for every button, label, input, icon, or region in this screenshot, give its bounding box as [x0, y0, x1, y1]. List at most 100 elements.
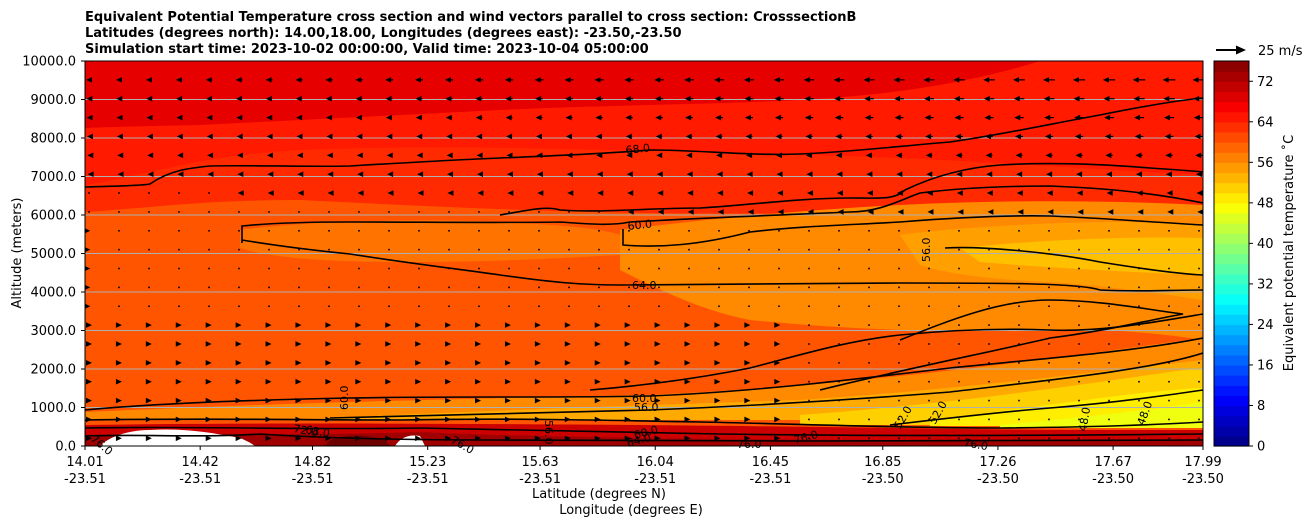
wind-vector [297, 190, 304, 196]
wind-vector [566, 152, 573, 159]
wind-vector [115, 322, 122, 328]
wind-vector [893, 77, 900, 83]
wind-vector [386, 133, 393, 140]
wind-vector [504, 322, 511, 328]
wind-vector [746, 171, 753, 177]
wind-vector [624, 95, 631, 102]
wind-vector [475, 95, 482, 102]
wind-vector [415, 322, 422, 328]
wind-vector [895, 133, 902, 140]
wind-vector [148, 286, 150, 289]
wind-vector [328, 286, 330, 289]
colorbar-segment [1214, 142, 1249, 153]
wind-vector [118, 305, 120, 308]
wind-vector [654, 416, 661, 423]
wind-vector [568, 248, 570, 251]
wind-vector [1048, 362, 1050, 364]
wind-vector [237, 152, 244, 159]
wind-vector [148, 229, 150, 232]
wind-vector [868, 343, 870, 345]
wind-vector [685, 133, 692, 140]
wind-vector [716, 152, 723, 159]
wind-vector [1168, 248, 1170, 251]
wind-vector [385, 416, 392, 423]
wind-vector [928, 362, 930, 364]
wind-vector [1195, 152, 1202, 159]
wind-vector [386, 152, 393, 159]
wind-vector [448, 286, 450, 289]
wind-vector [86, 435, 92, 442]
wind-vector [508, 267, 510, 270]
x-tick-label-lat: 17.26 [979, 455, 1016, 470]
wind-vector [475, 435, 482, 442]
wind-vector [325, 397, 332, 404]
wind-vector [928, 418, 930, 421]
colorbar-segment [1214, 91, 1249, 103]
wind-vector [1078, 380, 1080, 383]
wind-vector [504, 416, 511, 423]
wind-vector [145, 77, 152, 83]
colorbar-tick-label: 40 [1257, 237, 1274, 252]
wind-vector [445, 360, 452, 366]
contour-label: 56.0 [542, 420, 555, 445]
wind-vector [418, 286, 420, 289]
x-tick-label-lon: -23.51 [519, 472, 561, 487]
wind-vector [298, 211, 300, 213]
wind-vector [684, 95, 691, 102]
x-tick-label-lat: 17.99 [1184, 455, 1221, 470]
wind-vector [1108, 286, 1110, 289]
wind-vector [988, 399, 990, 402]
colorbar-segment [1214, 192, 1249, 204]
wind-vector [958, 437, 960, 440]
wind-vector [296, 114, 303, 121]
wind-vector [868, 399, 870, 402]
wind-vector [1048, 267, 1050, 270]
wind-vector [808, 380, 810, 383]
wind-vector [955, 133, 962, 140]
wind-vector [85, 303, 91, 309]
wind-vector [1108, 399, 1110, 402]
wind-vector [1078, 229, 1080, 232]
wind-vector [176, 114, 183, 121]
colorbar-segment [1214, 263, 1249, 275]
wind-vector [325, 95, 332, 102]
colorbar-segment [1214, 294, 1249, 305]
wind-vector [808, 399, 810, 402]
wind-vector [1078, 343, 1080, 345]
wind-vector [297, 171, 304, 177]
wind-vector [358, 305, 360, 308]
wind-vector [777, 209, 784, 215]
wind-vector [1043, 77, 1050, 83]
colorbar-segment [1214, 61, 1249, 72]
wind-vector [1044, 133, 1051, 140]
wind-vector [747, 209, 754, 215]
wind-vector [1168, 267, 1170, 270]
wind-vector [624, 435, 631, 442]
wind-vector [958, 399, 960, 402]
wind-vector [594, 397, 601, 404]
wind-vector [838, 229, 840, 232]
wind-vector [415, 77, 422, 83]
wind-vector [445, 114, 452, 121]
wind-vector [958, 418, 960, 421]
wind-vector [688, 286, 690, 289]
wind-vector [808, 248, 810, 251]
wind-vector [145, 435, 152, 442]
wind-vector [385, 378, 392, 385]
wind-vector [925, 152, 932, 159]
wind-vector [1078, 267, 1080, 270]
wind-vector [1168, 343, 1170, 345]
wind-vector [87, 171, 94, 177]
wind-vector [598, 267, 600, 270]
colorbar-segment [1214, 405, 1249, 417]
wind-vector [328, 211, 330, 213]
wind-vector [774, 95, 781, 102]
wind-vector [355, 435, 362, 442]
wind-vector [175, 378, 182, 385]
wind-vector [208, 267, 210, 270]
wind-vector [86, 397, 92, 404]
wind-vector [1164, 133, 1171, 140]
colorbar-segment [1214, 243, 1249, 255]
wind-vector [148, 267, 150, 270]
wind-vector [928, 267, 930, 270]
